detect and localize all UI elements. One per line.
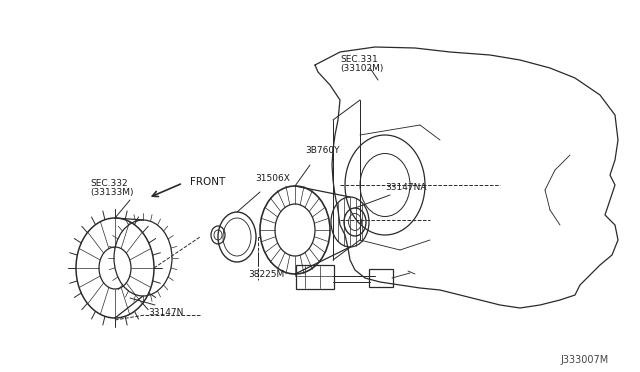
- Text: (33133M): (33133M): [90, 188, 134, 197]
- Text: 38225M: 38225M: [248, 270, 284, 279]
- Text: SEC.331: SEC.331: [340, 55, 378, 64]
- Text: 33147NA: 33147NA: [385, 183, 426, 192]
- Text: 3B760Y: 3B760Y: [305, 146, 339, 155]
- Text: J333007M: J333007M: [560, 355, 608, 365]
- Text: FRONT: FRONT: [190, 177, 225, 187]
- Text: 33147N: 33147N: [148, 308, 184, 317]
- Text: 31506X: 31506X: [255, 174, 290, 183]
- Text: (33102M): (33102M): [340, 64, 383, 73]
- Text: SEC.332: SEC.332: [90, 179, 127, 188]
